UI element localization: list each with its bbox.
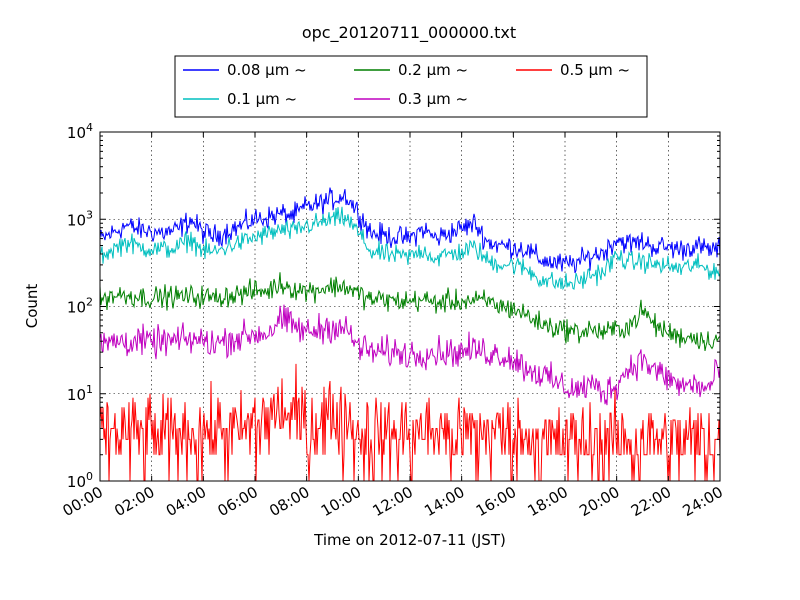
y-tick-exponent: 3 [86,208,93,221]
legend-label: 0.1 μm ~ [227,90,297,108]
legend-label: 0.2 μm ~ [398,61,468,79]
series-line [100,304,720,406]
legend: 0.08 μm ~ 0.1 μm ~ 0.2 μm ~ 0.3 μm ~ 0.5 μm … [174,55,648,118]
y-tick-label: 103 [67,208,93,229]
legend-label: 0.5 μm ~ [560,61,630,79]
y-tick-base: 10 [67,473,86,491]
legend-label: 0.3 μm ~ [398,90,468,108]
y-tick-exponent: 2 [86,296,93,309]
y-tick-label: 102 [67,296,93,317]
series-group [100,187,720,481]
series-line [100,363,720,481]
y-tick-label: 101 [67,383,93,404]
y-tick-base: 10 [67,299,86,317]
y-tick-exponent: 1 [86,383,93,396]
series-line [100,206,720,291]
y-tick-label: 100 [67,470,93,491]
x-axis-label: Time on 2012-07-11 (JST) [313,531,506,549]
chart-title: opc_20120711_000000.txt [302,23,516,43]
y-tick-label: 104 [67,121,93,142]
y-tick-exponent: 4 [86,121,93,134]
y-tick-base: 10 [67,124,86,142]
y-axis-label: Count [23,284,41,329]
y-tick-base: 10 [67,211,86,229]
legend-frame [174,55,648,118]
y-tick-exponent: 0 [86,470,93,483]
y-tick-base: 10 [67,386,86,404]
series-line [100,187,720,274]
legend-label: 0.08 μm ~ [227,61,307,79]
series-line [100,272,720,351]
